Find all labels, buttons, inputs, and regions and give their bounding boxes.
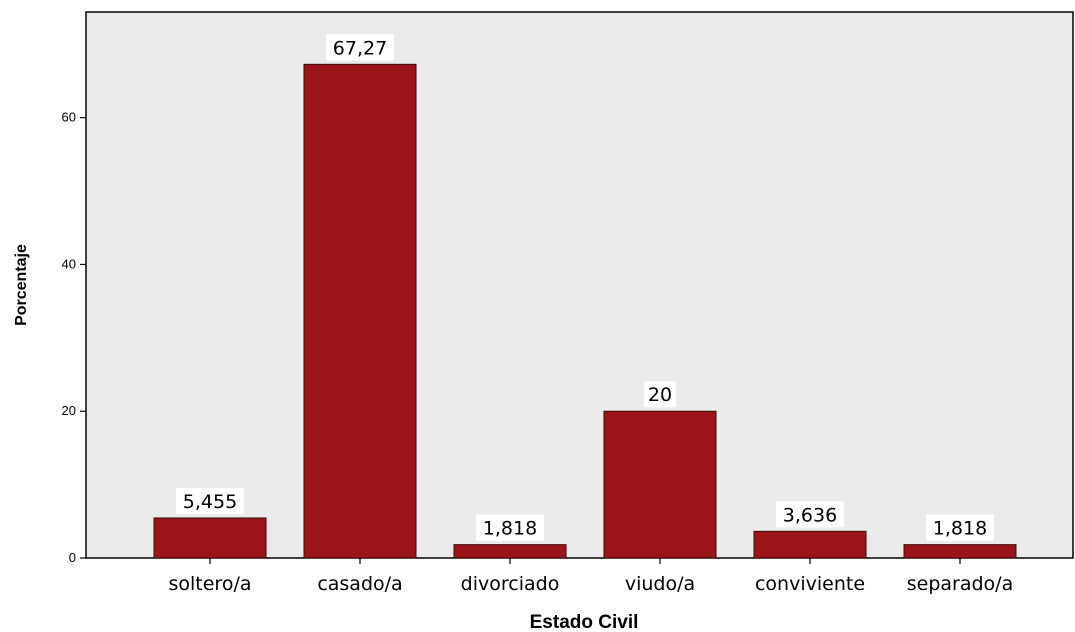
data-label: 3,636 [783,504,837,526]
data-label: 67,27 [333,37,387,59]
data-label: 1,818 [483,518,537,540]
y-tick-label: 40 [62,256,76,271]
data-label-box [776,501,844,528]
data-label-box [644,381,676,408]
y-axis: 0 20 40 60 [62,110,86,565]
x-axis-title: Estado Civil [530,612,639,632]
x-tick-label: soltero/a [168,573,251,595]
plot-area [85,11,1074,559]
data-label: 1,818 [933,518,987,540]
y-tick-label: 0 [69,550,76,565]
data-label: 20 [648,384,672,406]
x-axis-labels: soltero/a casado/a divorciado viudo/a conviv… [168,558,1013,595]
x-tick-label: casado/a [317,573,402,595]
bar-conviviente [753,530,867,559]
bar-separadoa [903,544,1017,559]
y-tick-label: 20 [62,403,76,418]
bar-casadoa [303,63,417,559]
data-labels: 5,455 67,27 1,818 20 3,636 1,818 [176,34,994,541]
bar-viudoa [603,410,717,559]
data-label-box [326,34,394,61]
x-tick-label: conviviente [755,573,865,595]
x-tick-label: divorciado [461,573,560,595]
data-label: 5,455 [183,491,237,513]
x-tick-label: separado/a [907,573,1013,595]
y-tick-label: 60 [62,110,76,125]
bar-solteroa [153,517,267,559]
data-label-box [926,514,994,541]
bar-divorciado [453,544,567,559]
data-label-box [176,487,244,514]
x-tick-label: viudo/a [625,573,695,595]
data-label-box [476,514,544,541]
y-axis-title: Porcentaje [13,244,30,326]
